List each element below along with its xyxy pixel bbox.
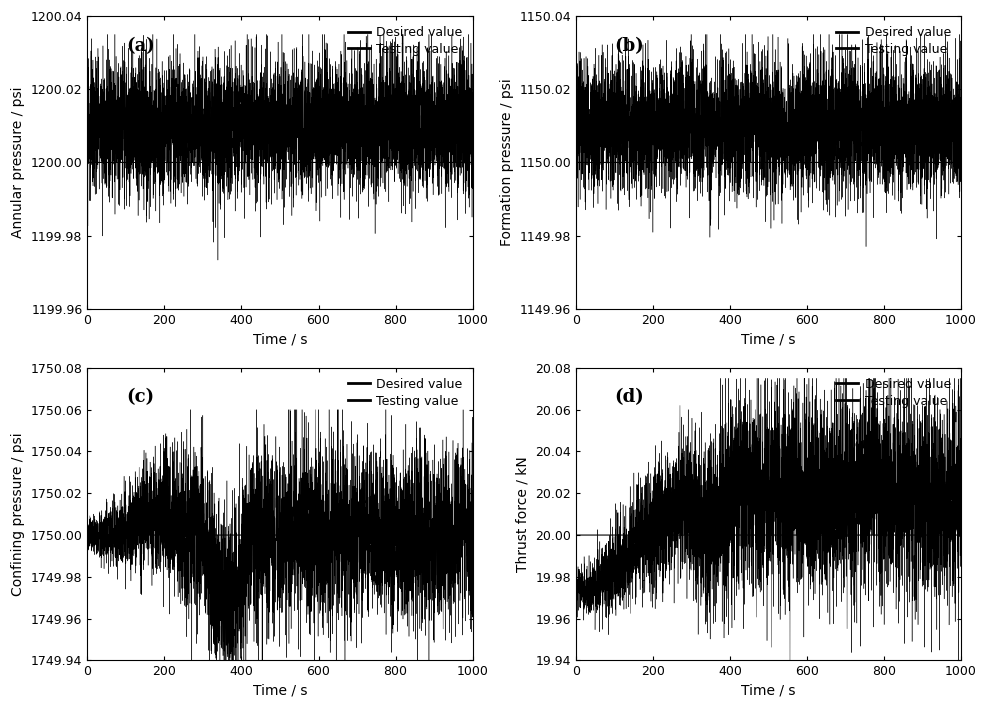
Desired value <box>369 158 380 167</box>
Testing value <box>81 540 93 549</box>
Testing value <box>820 500 832 508</box>
Testing value <box>570 112 582 121</box>
Testing value <box>332 78 344 86</box>
Text: (a): (a) <box>125 37 155 55</box>
Testing value <box>686 30 698 39</box>
Desired value <box>570 158 582 167</box>
Testing value <box>820 66 832 74</box>
Line: Testing value: Testing value <box>87 35 472 260</box>
Y-axis label: Confining pressure / psi: Confining pressure / psi <box>11 432 25 596</box>
Desired value <box>312 531 324 540</box>
Testing value <box>312 537 324 545</box>
Desired value <box>640 158 652 167</box>
Text: (b): (b) <box>615 37 644 55</box>
X-axis label: Time / s: Time / s <box>253 333 307 346</box>
Testing value <box>640 547 652 555</box>
Legend: Desired value, Testing value: Desired value, Testing value <box>832 23 954 60</box>
X-axis label: Time / s: Time / s <box>741 333 795 346</box>
Desired value <box>398 158 410 167</box>
Testing value <box>312 133 324 142</box>
X-axis label: Time / s: Time / s <box>741 684 795 698</box>
Desired value <box>228 158 240 167</box>
Testing value <box>186 657 198 665</box>
Testing value <box>714 374 726 383</box>
Desired value <box>81 531 93 540</box>
Testing value <box>185 406 197 414</box>
Legend: Desired value, Testing value: Desired value, Testing value <box>344 374 466 411</box>
X-axis label: Time / s: Time / s <box>253 684 307 698</box>
Legend: Desired value, Testing value: Desired value, Testing value <box>344 23 466 60</box>
Testing value <box>801 97 813 106</box>
Testing value <box>717 127 729 135</box>
Testing value <box>858 109 869 118</box>
Desired value <box>312 158 324 167</box>
Line: Testing value: Testing value <box>576 35 961 247</box>
Desired value <box>886 158 898 167</box>
Desired value <box>820 158 832 167</box>
Testing value <box>801 493 813 501</box>
Testing value <box>332 589 344 598</box>
Y-axis label: Thrust force / kN: Thrust force / kN <box>516 457 530 572</box>
Desired value <box>955 531 967 540</box>
Testing value <box>398 526 410 535</box>
Y-axis label: Formation pressure / psi: Formation pressure / psi <box>500 79 514 246</box>
Testing value <box>717 476 729 485</box>
Desired value <box>717 531 729 540</box>
Desired value <box>801 158 813 167</box>
Desired value <box>717 158 729 167</box>
Desired value <box>466 531 478 540</box>
Testing value <box>886 191 898 200</box>
Testing value <box>151 104 163 112</box>
Testing value <box>102 30 114 39</box>
Desired value <box>801 531 813 540</box>
Desired value <box>398 531 410 540</box>
Testing value <box>212 256 224 264</box>
Line: Testing value: Testing value <box>576 379 961 670</box>
Desired value <box>151 531 163 540</box>
Desired value <box>332 531 344 540</box>
Testing value <box>370 162 381 171</box>
Desired value <box>640 531 652 540</box>
Testing value <box>370 530 381 539</box>
Desired value <box>466 158 478 167</box>
Testing value <box>886 475 898 484</box>
Line: Testing value: Testing value <box>87 410 472 661</box>
Desired value <box>858 531 869 540</box>
Desired value <box>886 531 898 540</box>
Testing value <box>229 82 241 91</box>
Testing value <box>81 153 93 162</box>
Testing value <box>640 118 652 127</box>
Testing value <box>570 574 582 582</box>
Y-axis label: Annular pressure / psi: Annular pressure / psi <box>11 86 26 238</box>
Desired value <box>820 531 832 540</box>
Testing value <box>151 526 163 535</box>
Text: (c): (c) <box>125 389 154 406</box>
Legend: Desired value, Testing value: Desired value, Testing value <box>832 374 954 411</box>
Desired value <box>228 531 240 540</box>
Testing value <box>229 597 241 605</box>
Testing value <box>466 161 478 169</box>
Desired value <box>858 158 869 167</box>
Testing value <box>955 469 967 478</box>
Desired value <box>151 158 163 167</box>
Text: (d): (d) <box>615 389 644 406</box>
Testing value <box>952 666 964 674</box>
Desired value <box>369 531 380 540</box>
Testing value <box>398 175 410 184</box>
Testing value <box>466 562 478 570</box>
Desired value <box>81 158 93 167</box>
Testing value <box>858 413 869 422</box>
Desired value <box>332 158 344 167</box>
Testing value <box>861 242 872 251</box>
Desired value <box>955 158 967 167</box>
Desired value <box>570 531 582 540</box>
Testing value <box>955 93 967 101</box>
